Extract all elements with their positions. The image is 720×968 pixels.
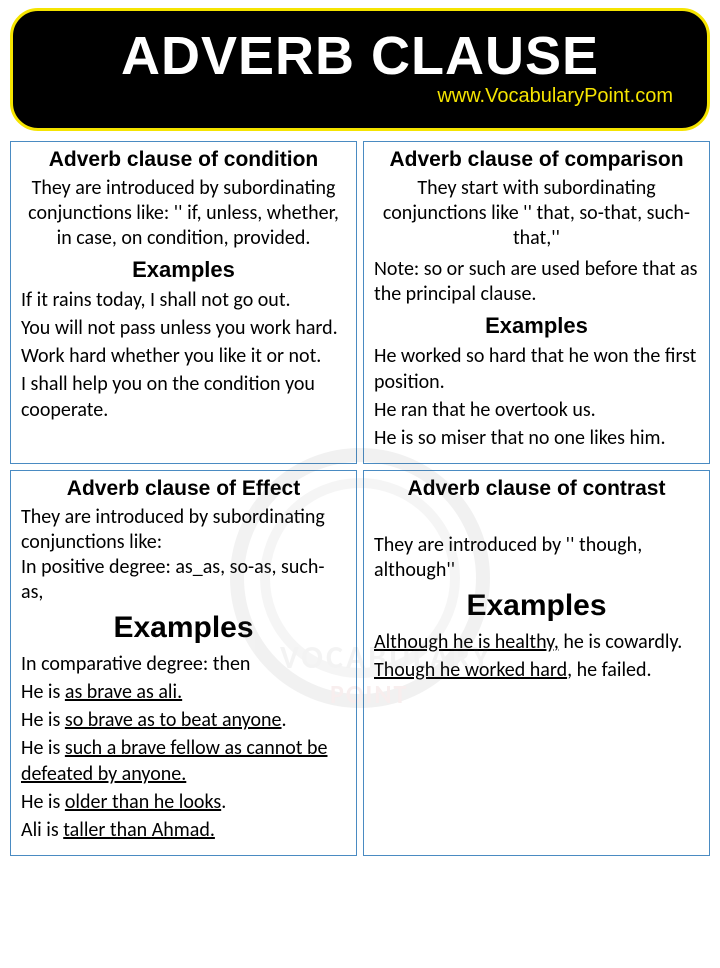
cards-grid: Adverb clause of condition They are intro…: [10, 141, 710, 856]
card-note: Note: so or such are used before that as…: [374, 257, 699, 307]
example-line: Work hard whether you like it or not.: [21, 343, 346, 369]
example-line: You will not pass unless you work hard.: [21, 315, 346, 341]
card: Adverb clause of contrast They are introd…: [363, 470, 710, 856]
example-line: I shall help you on the condition you co…: [21, 371, 346, 423]
card-title: Adverb clause of comparison: [374, 148, 699, 172]
example-line: He is so miser that no one likes him.: [374, 425, 699, 451]
example-line: He is such a brave fellow as cannot be d…: [21, 735, 346, 787]
examples-heading: Examples: [21, 611, 346, 645]
example-line: Though he worked hard, he failed.: [374, 657, 699, 683]
example-line: Although he is healthy, he is cowardly.: [374, 629, 699, 655]
card-title: Adverb clause of contrast: [374, 477, 699, 501]
example-line: In comparative degree: then: [21, 651, 346, 677]
examples-heading: Examples: [374, 589, 699, 623]
example-line: He is as brave as ali.: [21, 679, 346, 705]
card-title: Adverb clause of condition: [21, 148, 346, 172]
example-line: He worked so hard that he won the first …: [374, 343, 699, 395]
card: Adverb clause of condition They are intro…: [10, 141, 357, 464]
example-line: He ran that he overtook us.: [374, 397, 699, 423]
page-title: ADVERB CLAUSE: [33, 25, 687, 87]
header-banner: ADVERB CLAUSE www.VocabularyPoint.com: [10, 8, 710, 131]
card-intro: They are introduced by '' though, althou…: [374, 533, 699, 583]
example-line: Ali is taller than Ahmad.: [21, 817, 346, 843]
site-url: www.VocabularyPoint.com: [33, 85, 687, 108]
card-title: Adverb clause of Effect: [21, 477, 346, 501]
card-intro: They start with subordinating conjunctio…: [374, 176, 699, 251]
card: Adverb clause of comparison They start wi…: [363, 141, 710, 464]
card-intro: They are introduced by subordinating con…: [21, 505, 346, 605]
card: Adverb clause of Effect They are introduc…: [10, 470, 357, 856]
example-line: He is older than he looks.: [21, 789, 346, 815]
examples-heading: Examples: [374, 313, 699, 339]
examples-heading: Examples: [21, 257, 346, 283]
example-line: He is so brave as to beat anyone.: [21, 707, 346, 733]
card-intro: They are introduced by subordinating con…: [21, 176, 346, 251]
example-line: If it rains today, I shall not go out.: [21, 287, 346, 313]
